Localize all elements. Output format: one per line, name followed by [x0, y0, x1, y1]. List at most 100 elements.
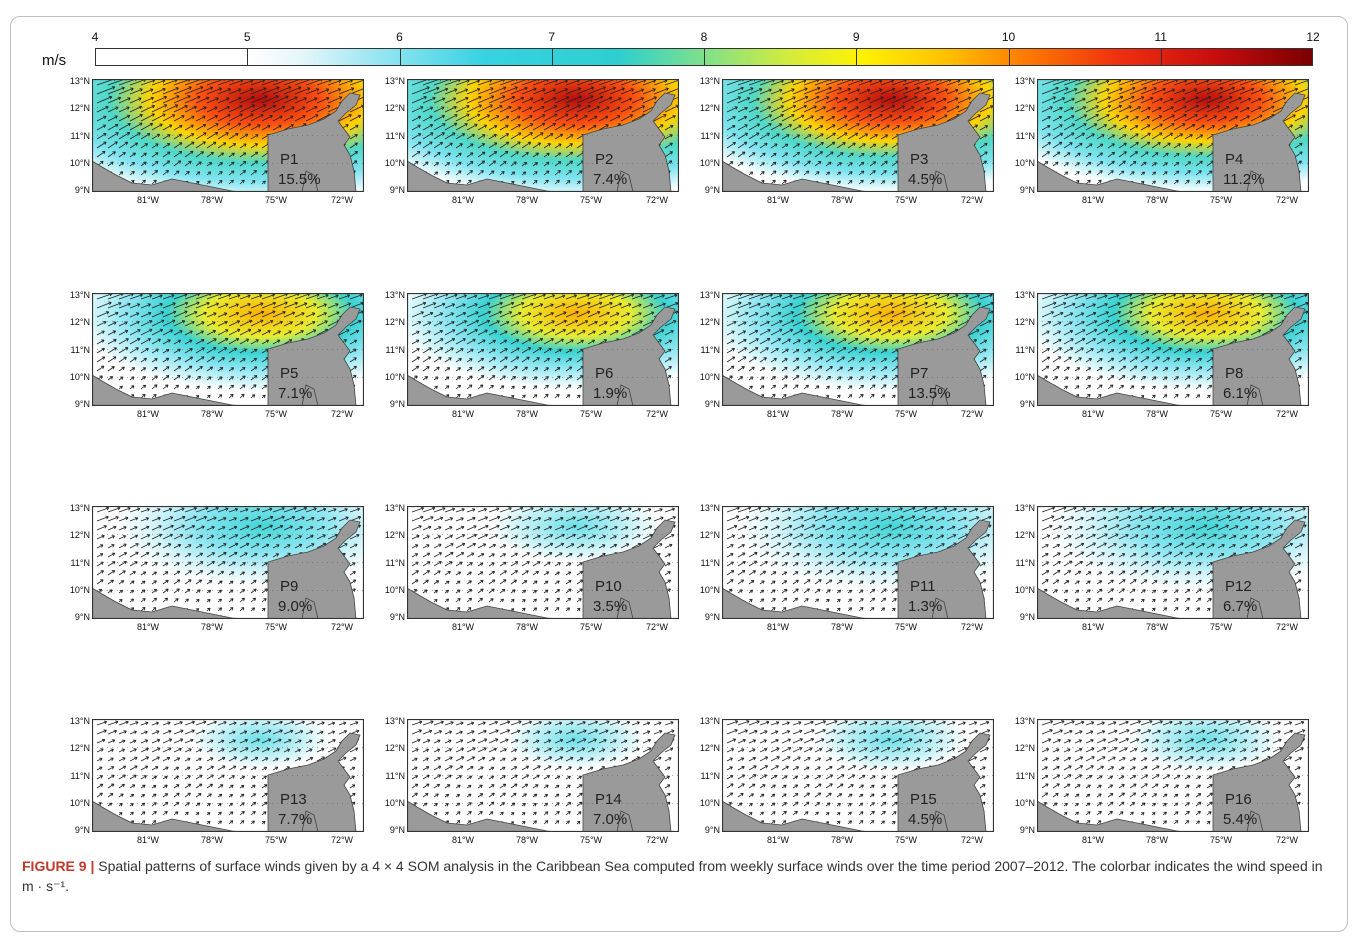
longitude-label: 78°W [830, 195, 854, 205]
longitude-label: 72°W [1275, 195, 1299, 205]
wind-map [722, 293, 994, 406]
colorbar-tick-line [247, 48, 249, 66]
wind-pattern-panel: 13°N 12°N 11°N 10°N 9°N 81°W 78°W 75°W 72°W P2 7.4… [385, 76, 725, 219]
colorbar-tick-line [1008, 48, 1010, 66]
pattern-id: P12 [1225, 578, 1252, 595]
latitude-label: 13°N [69, 290, 90, 300]
latitude-label: 10°N [69, 797, 90, 808]
wind-pattern-panel: 13°N 12°N 11°N 10°N 9°N 81°W 78°W 75°W 72°W P1 15.… [70, 76, 410, 219]
longitude-label: 81°W [766, 409, 790, 419]
longitude-label: 72°W [330, 835, 354, 845]
colorbar-tick-line [399, 48, 401, 66]
latitude-label: 9°N [74, 825, 90, 835]
pattern-frequency: 3.5% [593, 598, 628, 615]
wind-map [722, 719, 994, 832]
longitude-label: 72°W [1275, 622, 1299, 632]
longitude-label: 81°W [136, 622, 160, 632]
pattern-id: P6 [595, 365, 614, 382]
colorbar-tick-line [551, 48, 553, 66]
latitude-label: 13°N [69, 76, 90, 86]
pattern-id: P16 [1225, 791, 1252, 808]
wind-vectors [411, 293, 679, 399]
longitude-label: 81°W [136, 835, 160, 845]
latitude-label: 9°N [704, 825, 720, 835]
latitude-label: 11°N [385, 344, 405, 355]
latitude-label: 10°N [384, 371, 405, 382]
pattern-id: P13 [280, 791, 307, 808]
longitude-label: 75°W [894, 409, 918, 419]
wind-pattern-panel: 13°N 12°N 11°N 10°N 9°N 81°W 78°W 75°W 72°W P6 1.9… [385, 290, 725, 433]
wind-vectors [726, 720, 991, 825]
longitude-label: 75°W [264, 835, 288, 845]
latitude-label: 13°N [699, 716, 720, 726]
caption-label: FIGURE 9 | [22, 858, 95, 874]
longitude-label: 72°W [1275, 835, 1299, 845]
latitude-label: 13°N [384, 290, 405, 300]
longitude-label: 72°W [330, 195, 354, 205]
longitude-label: 75°W [1209, 409, 1233, 419]
colorbar-tick-label: 4 [91, 30, 99, 44]
latitude-label: 12°N [384, 103, 405, 114]
latitude-label: 11°N [385, 557, 405, 568]
longitude-label: 75°W [579, 195, 603, 205]
pattern-frequency: 5.4% [1223, 811, 1258, 828]
latitude-label: 11°N [700, 130, 720, 141]
latitude-label: 13°N [69, 716, 90, 726]
wind-pattern-panel: 13°N 12°N 11°N 10°N 9°N 81°W 78°W 75°W 72°W P8 6.1… [1015, 290, 1355, 433]
pattern-frequency: 15.5% [278, 171, 321, 188]
latitude-label: 11°N [385, 130, 405, 141]
wind-pattern-panel: 13°N 12°N 11°N 10°N 9°N 81°W 78°W 75°W 72°W P7 13.… [700, 290, 1040, 433]
latitude-label: 9°N [704, 185, 720, 195]
latitude-label: 11°N [1015, 344, 1035, 355]
pattern-frequency: 7.7% [278, 811, 313, 828]
wind-pattern-panel: 13°N 12°N 11°N 10°N 9°N 81°W 78°W 75°W 72°W P10 3.… [385, 503, 725, 646]
latitude-label: 13°N [69, 503, 90, 513]
latitude-label: 13°N [1014, 76, 1035, 86]
latitude-label: 9°N [389, 825, 405, 835]
pattern-id: P2 [595, 151, 614, 168]
longitude-label: 78°W [1145, 195, 1169, 205]
latitude-label: 13°N [1014, 716, 1035, 726]
latitude-label: 11°N [700, 557, 720, 568]
longitude-label: 78°W [200, 835, 224, 845]
pattern-frequency: 1.9% [593, 385, 628, 402]
wind-pattern-panel: 13°N 12°N 11°N 10°N 9°N 81°W 78°W 75°W 72°W P16 5.… [1015, 716, 1355, 859]
latitude-label: 10°N [1014, 157, 1035, 168]
latitude-label: 11°N [385, 770, 405, 781]
longitude-label: 75°W [894, 835, 918, 845]
longitude-label: 78°W [830, 622, 854, 632]
wind-map [92, 79, 364, 192]
latitude-label: 10°N [699, 157, 720, 168]
longitude-label: 75°W [579, 409, 603, 419]
latitude-label: 9°N [389, 399, 405, 409]
longitude-label: 75°W [264, 622, 288, 632]
longitude-label: 72°W [645, 835, 669, 845]
latitude-label: 13°N [1014, 290, 1035, 300]
longitude-label: 72°W [330, 622, 354, 632]
colorbar-tick-label: 6 [396, 30, 403, 44]
colorbar-tick-label: 7 [548, 30, 556, 44]
longitude-label: 81°W [136, 195, 160, 205]
latitude-label: 13°N [699, 503, 720, 513]
colorbar-tick-label: 5 [243, 30, 251, 44]
colorbar-tick-label: 11 [1154, 30, 1167, 44]
latitude-label: 13°N [699, 290, 720, 300]
colorbar-unit-label: m/s [42, 52, 67, 69]
pattern-frequency: 9.0% [278, 598, 313, 615]
longitude-label: 78°W [515, 195, 539, 205]
latitude-label: 12°N [384, 530, 405, 541]
latitude-label: 10°N [69, 584, 90, 595]
wind-map [407, 79, 679, 192]
latitude-label: 10°N [384, 157, 405, 168]
latitude-label: 9°N [74, 612, 90, 622]
latitude-label: 11°N [700, 770, 720, 781]
latitude-label: 12°N [384, 317, 405, 328]
latitude-label: 11°N [70, 344, 90, 355]
latitude-label: 9°N [389, 612, 405, 622]
latitude-label: 10°N [384, 584, 405, 595]
longitude-label: 72°W [960, 409, 984, 419]
longitude-label: 81°W [1081, 622, 1105, 632]
latitude-label: 12°N [69, 530, 90, 541]
latitude-label: 9°N [74, 399, 90, 409]
longitude-label: 78°W [1145, 835, 1169, 845]
